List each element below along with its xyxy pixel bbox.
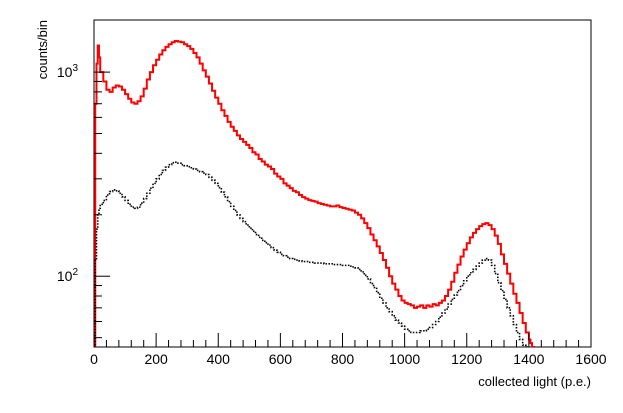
y-tick-label: 102 (57, 267, 79, 284)
y-tick-exponent: 3 (72, 63, 78, 74)
x-tick-label: 1000 (389, 351, 420, 367)
x-tick-label: 1400 (513, 351, 544, 367)
series-line-solid (94, 40, 536, 347)
x-tick-label: 400 (207, 351, 231, 367)
y-tick-exponent: 2 (72, 267, 78, 278)
x-tick-label: 0 (90, 351, 98, 367)
y-tick-base: 10 (57, 268, 73, 284)
x-axis: 0 200 400 600 800 1000 1200 1400 1600 (90, 333, 607, 367)
x-axis-label: collected light (p.e.) (478, 374, 591, 389)
x-tick-label: 600 (269, 351, 293, 367)
x-tick-label: 200 (144, 351, 168, 367)
x-tick-label: 800 (331, 351, 355, 367)
y-axis-label: counts/bin (35, 20, 50, 79)
y-tick-base: 10 (57, 64, 73, 80)
y-tick-label: 103 (57, 63, 79, 80)
series-line-dotted (94, 161, 529, 347)
series-group (94, 40, 536, 347)
x-tick-label: 1600 (575, 351, 606, 367)
x-tick-label: 1200 (451, 351, 482, 367)
